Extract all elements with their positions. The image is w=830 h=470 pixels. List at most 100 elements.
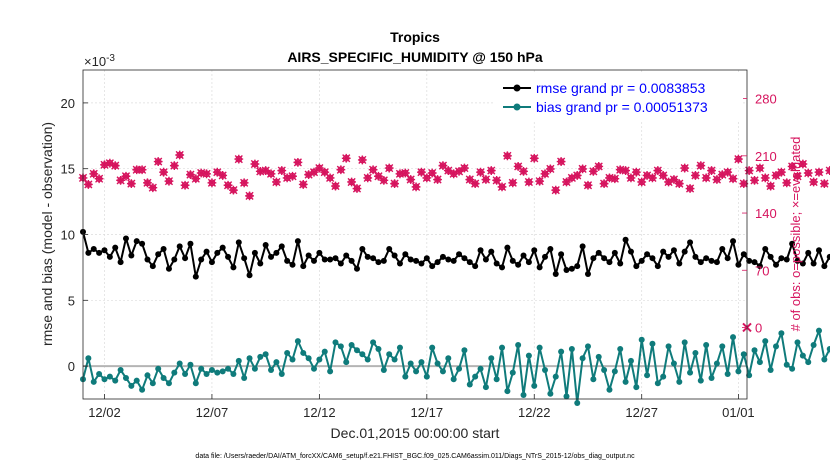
rmse-point [649, 255, 656, 262]
rmse-point [300, 263, 307, 270]
bias-point [654, 380, 661, 387]
bias-point [724, 370, 731, 377]
rmse-point [364, 253, 371, 260]
rmse-point [182, 255, 189, 262]
obs-evaluated-point [680, 163, 690, 173]
bias-point [375, 345, 382, 352]
obs-evaluated-point [653, 166, 663, 175]
rmse-point [665, 253, 672, 260]
obs-evaluated-point [411, 182, 421, 192]
obs-evaluated-point [691, 171, 700, 180]
rmse-point [697, 259, 704, 266]
y-tick-label: 20 [61, 96, 75, 111]
obs-evaluated-point [755, 163, 765, 173]
bias-point [182, 370, 189, 377]
rmse-point [536, 264, 543, 271]
obs-evaluated-point [750, 175, 759, 185]
bias-point [676, 378, 683, 385]
rmse-point [203, 248, 210, 255]
rmse-point [413, 257, 420, 264]
x-tick-label: 12/27 [625, 405, 658, 420]
bias-point [778, 330, 785, 337]
rmse-point [149, 263, 156, 270]
rmse-point [273, 249, 280, 256]
rmse-point [611, 249, 618, 256]
bias-point [606, 386, 613, 393]
obs-evaluated-point [245, 191, 254, 201]
obs-evaluated-point [594, 162, 604, 171]
bias-point [364, 356, 371, 363]
rmse-point [805, 249, 812, 256]
bias-point [434, 360, 441, 367]
obs-evaluated-point [631, 167, 641, 177]
rmse-point [525, 259, 532, 266]
rmse-point [810, 260, 817, 267]
rmse-point [391, 252, 398, 259]
bias-point [316, 356, 323, 363]
obs-evaluated-point [782, 178, 792, 188]
rmse-point [101, 247, 108, 254]
rmse-point [359, 245, 366, 252]
obs-evaluated-point [417, 167, 426, 177]
obs-evaluated-point [352, 184, 362, 193]
obs-evaluated-point [519, 166, 528, 176]
obs-evaluated-point [143, 178, 152, 188]
obs-evaluated-point [422, 173, 432, 183]
bias-point [531, 382, 538, 389]
bias-point [396, 344, 403, 351]
bias-point [482, 384, 489, 391]
obs-evaluated-point [460, 163, 469, 173]
bias-point [359, 351, 366, 358]
obs-evaluated-point [674, 179, 684, 189]
obs-evaluated-point [648, 173, 657, 183]
bias-point [767, 367, 774, 374]
obs-evaluated-point [685, 184, 695, 193]
rmse-point [348, 257, 355, 264]
rmse-point [305, 252, 312, 259]
rmse-point [192, 273, 199, 280]
bias-point [133, 377, 140, 384]
obs-evaluated-point [696, 161, 706, 171]
bias-point [198, 365, 205, 372]
obs-evaluated-point [298, 180, 308, 189]
obs-evaluated-point [470, 179, 480, 189]
bias-point [692, 349, 699, 356]
rmse-point [670, 247, 677, 254]
bias-point [171, 369, 178, 376]
rmse-point [251, 249, 258, 256]
rmse-point [85, 249, 92, 256]
bias-point [558, 348, 565, 355]
x-tick-label: 12/17 [411, 405, 444, 420]
bias-point [343, 359, 350, 366]
obs-evaluated-point [395, 169, 405, 179]
bias-point [751, 347, 758, 354]
y-tick-label: 15 [61, 162, 75, 177]
rmse-point [268, 253, 275, 260]
bias-point [601, 367, 608, 374]
x-tick-label: 12/07 [196, 405, 229, 420]
obs-evaluated-point [94, 174, 104, 184]
rmse-point [257, 260, 264, 267]
rmse-point [235, 239, 242, 246]
bias-point [122, 374, 129, 381]
legend-rmse-label: rmse grand pr = 0.0083853 [536, 80, 705, 96]
rmse-point [601, 255, 608, 262]
rmse-point [713, 259, 720, 266]
rmse-point [520, 252, 527, 259]
bias-point [799, 352, 806, 359]
chart-subtitle: AIRS_SPECIFIC_HUMIDITY @ 150 hPa [287, 49, 543, 65]
rmse-point [579, 243, 586, 250]
bias-point [466, 381, 473, 388]
rmse-point [160, 245, 167, 252]
rmse-point [133, 238, 140, 245]
rmse-point [171, 256, 178, 263]
rmse-point [418, 260, 425, 267]
rmse-point [112, 244, 119, 251]
obs-evaluated-point [341, 153, 351, 163]
bias-point [176, 360, 183, 367]
obs-evaluated-point [212, 167, 222, 177]
rmse-point [370, 255, 377, 262]
rmse-point [472, 263, 479, 270]
bias-point [735, 368, 742, 375]
obs-evaluated-point [400, 168, 410, 178]
